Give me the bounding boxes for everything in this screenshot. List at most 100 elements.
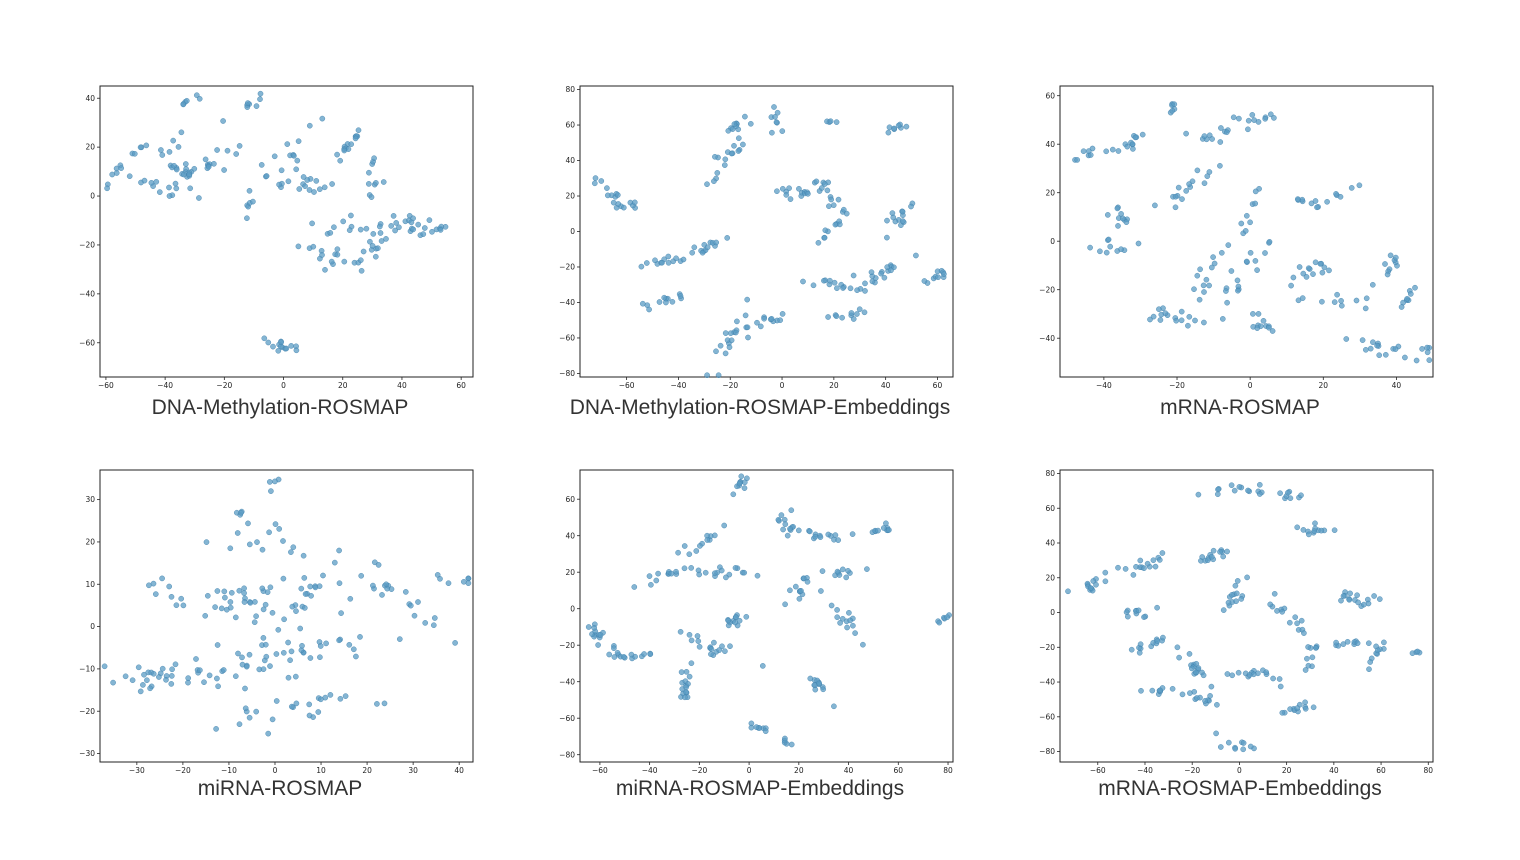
data-point (253, 613, 259, 620)
scatter-panel-mirna-embeddings: −60 −40 −20 0 20 40 60 80 −80 −60 −40 −20 0 20 40 60 mi… (559, 469, 954, 800)
data-point (109, 171, 116, 178)
data-point (1266, 324, 1272, 331)
data-point (691, 244, 698, 251)
data-point (241, 585, 247, 592)
data-point (1338, 297, 1344, 304)
data-point (253, 708, 260, 715)
x-tick-label: 60 (1376, 766, 1386, 775)
x-tick-label: 60 (456, 381, 466, 390)
data-point (1304, 655, 1310, 662)
data-point (782, 521, 789, 528)
data-point (1354, 640, 1361, 647)
data-point (681, 543, 688, 549)
data-point (185, 675, 192, 681)
data-point (741, 569, 748, 576)
x-tick-label: 20 (794, 766, 804, 775)
axis-ticks: −40 −20 0 20 40 −40 −20 0 20 40 60 (1039, 91, 1401, 390)
data-point (310, 243, 317, 250)
x-tick-label: 80 (1424, 766, 1434, 775)
data-point (1300, 527, 1307, 533)
data-point (830, 202, 837, 209)
data-point (680, 256, 687, 263)
data-point (856, 306, 863, 313)
data-point (1250, 323, 1257, 330)
data-point (753, 724, 760, 730)
data-point (1087, 585, 1094, 591)
data-point (1343, 336, 1350, 342)
data-point (1242, 228, 1249, 234)
data-point (348, 141, 355, 148)
data-point (1169, 107, 1176, 114)
data-point (659, 259, 665, 266)
data-point (725, 127, 732, 134)
data-point (1371, 593, 1377, 599)
data-point (1298, 492, 1304, 499)
data-point (288, 648, 295, 655)
data-point (148, 179, 155, 186)
data-point (848, 310, 855, 316)
data-point (1262, 250, 1268, 256)
data-point (290, 544, 297, 551)
data-point (288, 343, 295, 349)
y-tick-label: 40 (565, 531, 575, 540)
data-point (284, 141, 291, 147)
data-point (327, 692, 334, 698)
data-point (1109, 146, 1116, 153)
data-point (1223, 129, 1230, 136)
data-point (1311, 528, 1318, 534)
scatter-panel-mrna: −40 −20 0 20 40 −40 −20 0 20 40 60 mRNA-ROSMAP (1039, 85, 1434, 419)
y-tick-label: 20 (1045, 188, 1055, 197)
data-point (196, 195, 202, 201)
scatter-points (591, 104, 947, 379)
data-point (166, 184, 172, 191)
x-tick-label: −20 (1184, 766, 1200, 775)
data-point (1179, 196, 1185, 202)
data-point (604, 192, 611, 199)
axis-ticks: −60 −40 −20 0 20 40 60 −80 −60 −40 −20 0 20 40 60 80 (559, 85, 942, 390)
data-point (1359, 337, 1366, 343)
data-point (1208, 264, 1215, 271)
data-point (1305, 265, 1312, 272)
data-point (812, 686, 819, 693)
data-point (725, 617, 732, 624)
data-point (1286, 619, 1293, 626)
x-tick-label: 80 (943, 766, 953, 775)
y-tick-label: −20 (1039, 285, 1055, 294)
data-point (159, 152, 166, 158)
x-tick-label: −40 (157, 381, 173, 390)
data-point (1228, 482, 1235, 489)
data-point (173, 185, 180, 192)
data-point (1236, 484, 1243, 490)
data-point (757, 323, 764, 330)
data-point (377, 230, 384, 236)
data-point (1382, 351, 1389, 358)
data-point (1138, 687, 1144, 694)
data-point (1080, 148, 1087, 155)
data-point (1414, 648, 1421, 655)
data-point (788, 507, 795, 514)
data-point (816, 680, 822, 687)
data-point (178, 595, 185, 602)
data-point (422, 620, 429, 626)
data-point (1159, 550, 1166, 556)
data-point (1244, 574, 1250, 581)
data-point (1402, 354, 1408, 361)
data-point (695, 638, 702, 644)
data-point (646, 573, 653, 579)
data-point (1247, 249, 1254, 256)
data-point (141, 177, 148, 184)
data-point (144, 677, 150, 684)
data-point (322, 266, 328, 273)
x-tick-label: −20 (175, 766, 191, 775)
data-point (180, 602, 187, 609)
data-point (631, 199, 638, 206)
data-point (1252, 200, 1259, 207)
y-tick-label: 0 (570, 604, 575, 613)
data-point (275, 347, 282, 354)
data-point (1087, 244, 1093, 251)
data-point (156, 674, 162, 680)
data-point (1199, 554, 1206, 560)
data-point (316, 186, 323, 193)
data-point (820, 686, 827, 693)
data-point (711, 570, 718, 577)
